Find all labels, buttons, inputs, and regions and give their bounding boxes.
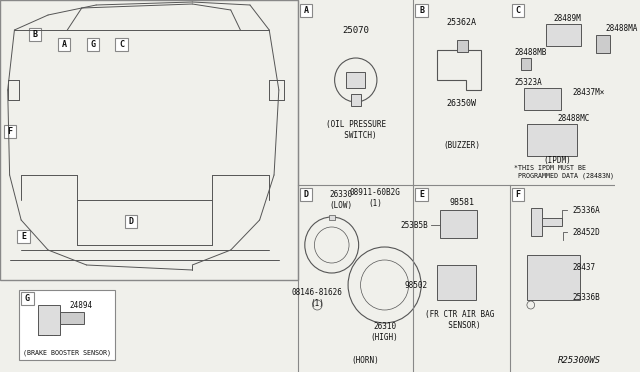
Bar xyxy=(19,290,115,360)
Bar xyxy=(542,218,561,226)
Text: 25070: 25070 xyxy=(342,26,369,35)
Bar xyxy=(329,215,335,220)
Text: 28488MB: 28488MB xyxy=(515,48,547,57)
Text: 26330
(LOW): 26330 (LOW) xyxy=(330,190,353,210)
Bar xyxy=(438,265,476,300)
Text: (FR CTR AIR BAG
  SENSOR): (FR CTR AIR BAG SENSOR) xyxy=(425,310,494,330)
Text: 28488MA: 28488MA xyxy=(605,23,638,32)
Text: 08911-60B2G
(1): 08911-60B2G (1) xyxy=(349,188,401,208)
Text: 98502: 98502 xyxy=(404,280,428,289)
Text: D: D xyxy=(304,190,308,199)
Bar xyxy=(300,4,312,17)
Bar xyxy=(17,230,30,243)
Text: (HORN): (HORN) xyxy=(351,356,380,365)
Text: 25362A: 25362A xyxy=(447,17,477,26)
Text: 28489M: 28489M xyxy=(554,13,581,22)
Text: D: D xyxy=(129,217,134,226)
Text: C: C xyxy=(119,40,124,49)
Bar xyxy=(86,38,99,51)
Bar xyxy=(0,0,298,280)
Bar xyxy=(4,125,17,138)
Text: 26350W: 26350W xyxy=(447,99,477,108)
Bar xyxy=(527,124,577,156)
Bar xyxy=(457,40,468,52)
Text: 28488MC: 28488MC xyxy=(557,113,590,122)
Text: E: E xyxy=(21,232,26,241)
Text: 25336B: 25336B xyxy=(572,294,600,302)
Bar xyxy=(440,210,477,238)
Bar xyxy=(415,4,428,17)
Text: G: G xyxy=(90,40,95,49)
Text: A: A xyxy=(304,6,308,15)
Text: A: A xyxy=(61,40,67,49)
Text: 25323A: 25323A xyxy=(515,77,542,87)
Text: B: B xyxy=(33,30,38,39)
Bar xyxy=(521,58,531,70)
Bar xyxy=(300,188,312,201)
Bar xyxy=(511,188,524,201)
Text: B: B xyxy=(419,6,424,15)
Text: (BRAKE BOOSTER SENSOR): (BRAKE BOOSTER SENSOR) xyxy=(23,350,111,356)
Text: 28437: 28437 xyxy=(572,263,595,273)
Bar xyxy=(115,38,128,51)
Bar xyxy=(125,215,138,228)
Text: 28452D: 28452D xyxy=(572,228,600,237)
Bar xyxy=(38,305,60,335)
Bar xyxy=(531,208,542,236)
Text: *THIS IPDM MUST BE
 PROGRAMMED DATA (28483N): *THIS IPDM MUST BE PROGRAMMED DATA (2848… xyxy=(515,165,614,179)
Text: 08146-81626
(1): 08146-81626 (1) xyxy=(292,288,343,308)
Text: 26310
(HIGH): 26310 (HIGH) xyxy=(371,322,399,342)
Bar xyxy=(524,88,561,110)
Bar xyxy=(346,72,365,88)
Bar xyxy=(29,28,42,41)
Text: (OIL PRESSURE
  SWITCH): (OIL PRESSURE SWITCH) xyxy=(326,120,386,140)
Bar xyxy=(415,188,428,201)
Bar xyxy=(527,255,580,300)
Bar xyxy=(58,38,70,51)
Bar xyxy=(596,35,610,53)
Text: C: C xyxy=(515,6,520,15)
Text: 98581: 98581 xyxy=(449,198,474,206)
Text: 24894: 24894 xyxy=(69,301,92,311)
Bar xyxy=(546,24,580,46)
Text: (IPDM): (IPDM) xyxy=(544,155,572,164)
Text: F: F xyxy=(8,127,13,136)
Text: G: G xyxy=(25,294,30,303)
Text: 28437M×: 28437M× xyxy=(572,87,605,96)
Text: 25336A: 25336A xyxy=(572,205,600,215)
Text: (BUZZER): (BUZZER) xyxy=(443,141,480,150)
Text: R25300WS: R25300WS xyxy=(558,356,601,365)
Bar xyxy=(60,312,84,324)
Bar xyxy=(21,292,34,305)
Text: 253B5B: 253B5B xyxy=(400,221,428,230)
Text: E: E xyxy=(419,190,424,199)
Text: F: F xyxy=(515,190,520,199)
Bar xyxy=(351,94,360,106)
Bar xyxy=(511,4,524,17)
